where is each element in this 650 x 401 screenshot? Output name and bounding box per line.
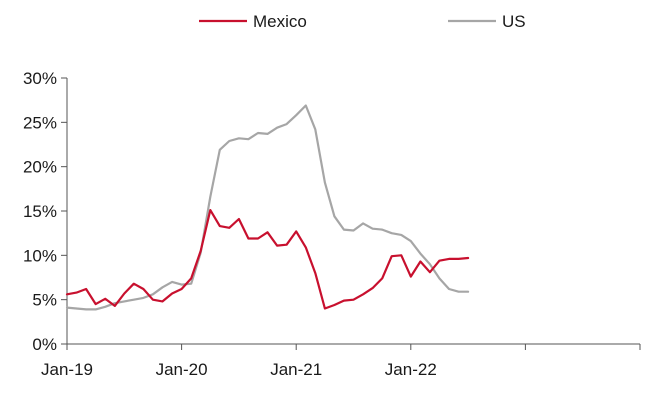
y-tick-label: 5% bbox=[32, 291, 57, 310]
x-tick-label: Jan-22 bbox=[385, 360, 437, 379]
legend-item-us: US bbox=[448, 12, 526, 31]
y-tick-label: 20% bbox=[23, 158, 57, 177]
legend-item-mexico: Mexico bbox=[199, 12, 307, 31]
series-line-us bbox=[65, 104, 470, 311]
y-axis: 0% 5% 10% 15% 20% 25% 30% bbox=[23, 69, 68, 354]
y-tick-label: 30% bbox=[23, 69, 57, 88]
legend-label: Mexico bbox=[253, 12, 307, 31]
y-tick-label: 25% bbox=[23, 113, 57, 132]
y-tick-label: 15% bbox=[23, 202, 57, 221]
y-tick-label: 10% bbox=[23, 246, 57, 265]
x-tick-label: Jan-20 bbox=[156, 360, 208, 379]
legend: Mexico US bbox=[199, 12, 526, 31]
x-tick-label: Jan-21 bbox=[270, 360, 322, 379]
x-tick-label: Jan-19 bbox=[41, 360, 93, 379]
plot-area bbox=[65, 104, 470, 311]
series-line-mexico bbox=[65, 209, 470, 310]
legend-label: US bbox=[502, 12, 526, 31]
x-axis: Jan-19 Jan-20 Jan-21 Jan-22 bbox=[41, 343, 641, 379]
y-tick-label: 0% bbox=[32, 335, 57, 354]
